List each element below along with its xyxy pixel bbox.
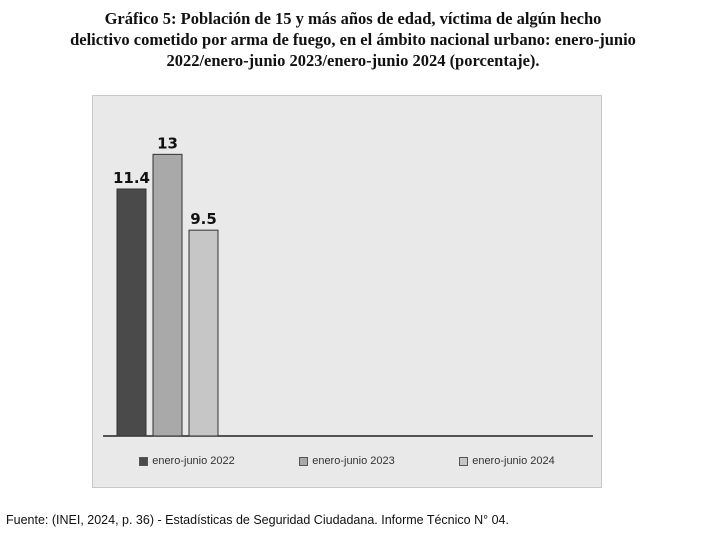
bar-enero-junio-2023 <box>152 153 183 437</box>
title-line-1: Gráfico 5: Población de 15 y más años de… <box>104 9 602 28</box>
source-note: Fuente: (INEI, 2024, p. 36) - Estadístic… <box>6 513 509 527</box>
bar-enero-junio-2024 <box>188 229 219 437</box>
legend-label-2023: enero-junio 2023 <box>312 455 395 467</box>
data-label-enero-junio-2024: 9.5 <box>190 210 217 228</box>
legend-item-2022: enero-junio 2022 <box>139 455 235 467</box>
title-line-2: delictivo cometido por arma de fuego, en… <box>70 30 636 49</box>
chart-title: Gráfico 5: Población de 15 y más años de… <box>10 8 696 71</box>
legend-item-2023: enero-junio 2023 <box>299 455 395 467</box>
bar-chart: 11.4 13 9.5 <box>103 134 593 437</box>
legend-swatch-2023 <box>299 456 309 466</box>
legend-item-2024: enero-junio 2024 <box>459 455 555 467</box>
legend-swatch-2022 <box>139 456 149 466</box>
legend-label-2024: enero-junio 2024 <box>472 455 555 467</box>
bar-enero-junio-2022 <box>116 188 147 437</box>
data-label-enero-junio-2023: 13 <box>157 134 178 152</box>
legend-swatch-2024 <box>459 456 469 466</box>
chart-area: 11.4 13 9.5 enero-junio 2022 enero-junio 2… <box>92 95 602 488</box>
legend: enero-junio 2022 enero-junio 2023 enero-… <box>107 441 587 481</box>
title-line-3: 2022/enero-junio 2023/enero-junio 2024 (… <box>166 51 540 70</box>
data-label-enero-junio-2022: 11.4 <box>113 169 150 187</box>
legend-label-2022: enero-junio 2022 <box>152 455 235 467</box>
